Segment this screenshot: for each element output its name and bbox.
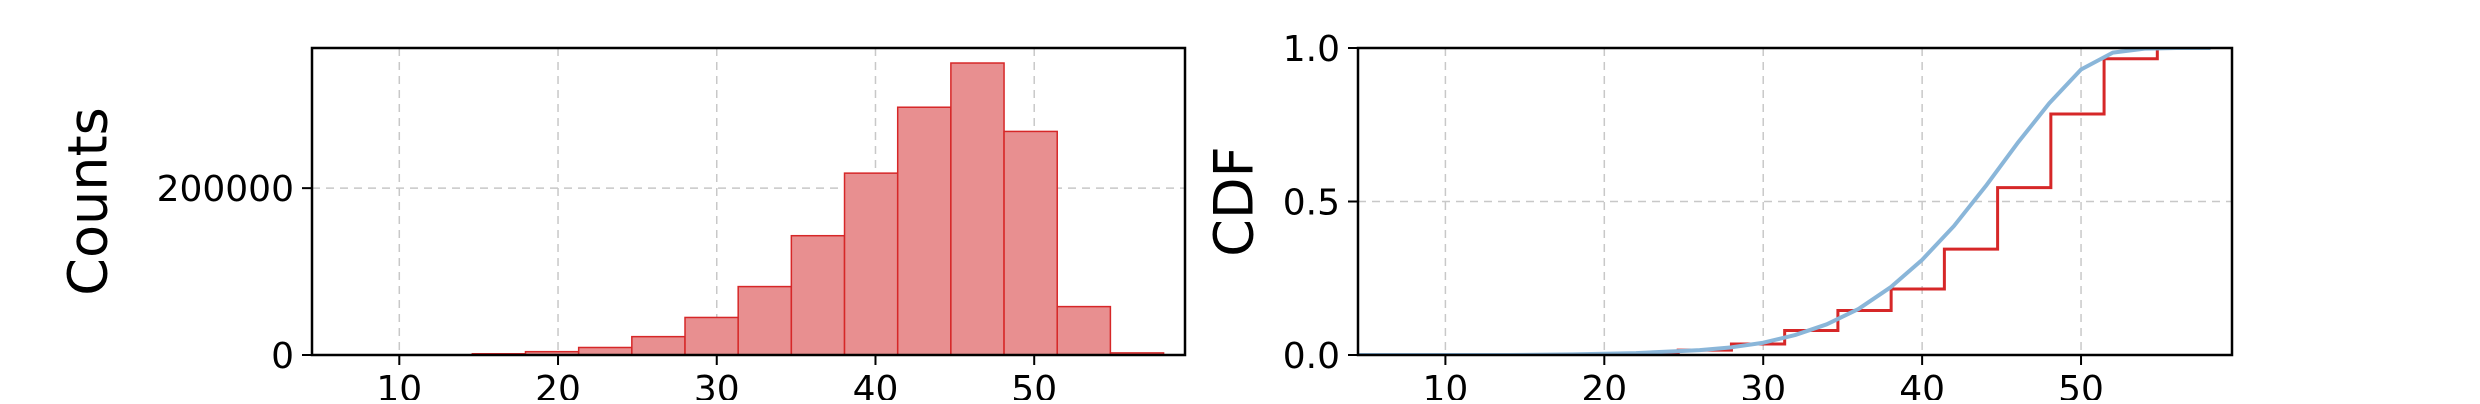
x-tick-label: 50	[2058, 369, 2104, 400]
x-tick-label: 10	[1422, 369, 1468, 400]
x-tick-label: 40	[853, 369, 899, 400]
x-tick-label: 40	[1899, 369, 1945, 400]
histogram-bar	[951, 63, 1004, 355]
histogram-bar	[1004, 131, 1057, 355]
histogram-bar	[845, 173, 898, 355]
y-tick-label: 0	[271, 336, 294, 377]
histogram-panel: 10 20 30 40 50 0 200000 Counts	[57, 48, 1185, 400]
histogram-bar	[791, 236, 844, 355]
x-tick-label: 30	[694, 369, 740, 400]
y-tick-label: 0.0	[1283, 336, 1340, 377]
y-tick-label: 1.0	[1283, 29, 1340, 70]
x-tick-label: 10	[376, 369, 422, 400]
y-axis-label: Counts	[57, 107, 120, 296]
x-tick-label: 20	[535, 369, 581, 400]
y-tick-label: 0.5	[1283, 183, 1340, 224]
x-tick-label: 30	[1740, 369, 1786, 400]
plot-area	[419, 63, 1163, 355]
x-tick-label: 50	[1011, 369, 1057, 400]
histogram-bar	[632, 337, 685, 355]
y-tick-label: 200000	[157, 169, 294, 210]
histogram-bar	[738, 287, 791, 355]
histogram-bar	[898, 107, 951, 355]
y-axis-label: CDF	[1203, 146, 1266, 256]
histogram-bar	[685, 317, 738, 355]
cdf-panel: 10 20 30 40 50 0.0 0.5 1.0 CDF	[1203, 29, 2232, 400]
histogram-bar	[1057, 307, 1110, 355]
x-tick-label: 20	[1581, 369, 1627, 400]
